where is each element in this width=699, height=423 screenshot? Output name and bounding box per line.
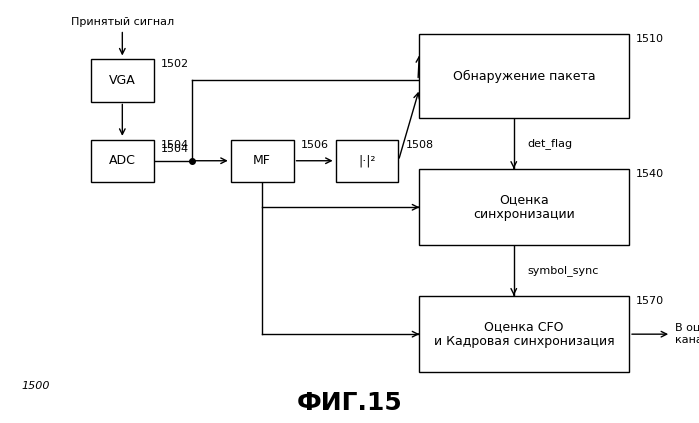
Text: VGA: VGA xyxy=(109,74,136,87)
Text: det_flag: det_flag xyxy=(528,138,573,149)
Text: 1504: 1504 xyxy=(161,144,189,154)
Text: |·|²: |·|² xyxy=(358,154,376,167)
Text: symbol_sync: symbol_sync xyxy=(528,265,599,276)
Text: 1508: 1508 xyxy=(405,140,433,150)
Bar xyxy=(91,140,154,182)
Text: ADC: ADC xyxy=(109,154,136,167)
Text: Обнаружение пакета: Обнаружение пакета xyxy=(453,70,596,82)
Text: 1502: 1502 xyxy=(161,59,189,69)
Text: Принятый сигнал: Принятый сигнал xyxy=(71,17,174,27)
Text: ФИГ.15: ФИГ.15 xyxy=(296,390,403,415)
Bar xyxy=(419,169,629,245)
Bar xyxy=(419,296,629,372)
Text: 1510: 1510 xyxy=(636,34,664,44)
Text: 1506: 1506 xyxy=(301,140,329,150)
Text: Оценка CFO
и Кадровая синхронизация: Оценка CFO и Кадровая синхронизация xyxy=(434,320,614,348)
Text: 1500: 1500 xyxy=(21,381,50,391)
Text: 1570: 1570 xyxy=(636,296,664,306)
Bar xyxy=(91,59,154,102)
Text: В оценку
канала: В оценку канала xyxy=(675,323,699,345)
Bar xyxy=(336,140,398,182)
Text: 1504: 1504 xyxy=(161,140,189,150)
Text: 1540: 1540 xyxy=(636,169,664,179)
Text: Оценка
синхронизации: Оценка синхронизации xyxy=(473,193,575,221)
Bar xyxy=(231,140,294,182)
Bar xyxy=(419,34,629,118)
Text: MF: MF xyxy=(253,154,271,167)
